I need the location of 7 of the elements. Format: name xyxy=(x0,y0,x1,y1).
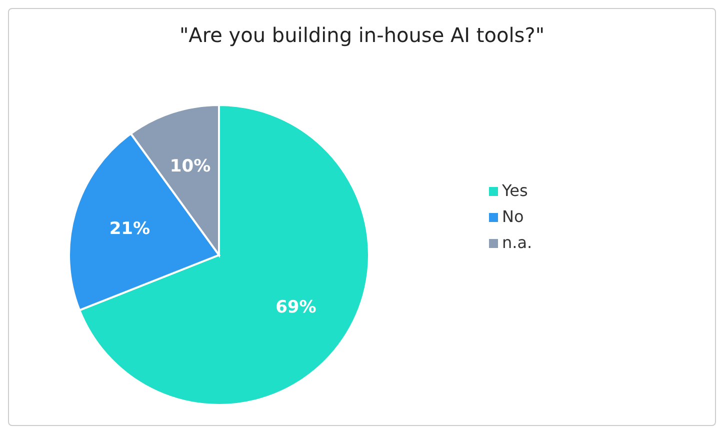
data-label: 21% xyxy=(109,219,150,240)
legend-label: No xyxy=(502,207,524,226)
chart-title: "Are you building in-house AI tools?" xyxy=(178,23,546,47)
data-label: 10% xyxy=(170,156,211,177)
data-label: 69% xyxy=(276,297,316,318)
legend-label: Yes xyxy=(502,181,528,200)
legend-label: n.a. xyxy=(502,233,532,252)
